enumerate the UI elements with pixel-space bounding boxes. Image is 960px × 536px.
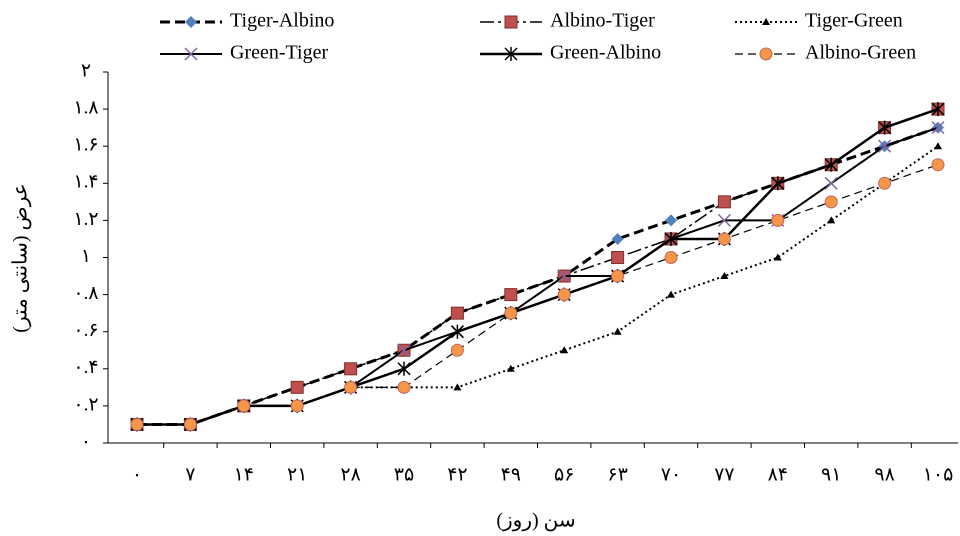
series-line [137,164,939,426]
marker [717,195,731,209]
x-tick-label: ۹۸ [874,464,894,485]
marker [931,102,945,117]
marker [878,176,892,190]
x-tick-label: ۰ [132,464,142,485]
y-tick-label: ۰.۲ [73,394,98,415]
marker [506,364,515,372]
marker [667,290,675,298]
x-tick-label: ۸۴ [768,464,788,485]
marker [878,139,892,153]
series-line [137,126,939,426]
legend-label: Tiger-Albino [230,10,334,32]
series-line [137,126,939,426]
marker [560,346,569,354]
y-tick-label: ۱.۲ [73,209,98,230]
marker [665,214,677,227]
marker [878,120,892,135]
series-line [137,107,939,426]
marker [453,383,462,391]
y-tick-label: ۰.۴ [73,357,98,378]
x-tick-label: ۱۰۵ [923,464,954,485]
series-line [137,108,939,426]
marker [771,213,785,227]
y-tick-label: ۱ [81,246,91,267]
marker [613,327,622,335]
marker [397,361,411,376]
y-tick-label: ۰.۸ [73,283,98,304]
marker [931,121,945,135]
marker [931,158,945,172]
marker [557,288,571,302]
marker [450,343,464,357]
marker [824,157,838,172]
marker [504,15,518,29]
marker [557,269,571,283]
marker [184,47,198,61]
marker [717,232,731,246]
x-tick-label: ۲۸ [340,464,360,485]
legend-label: Tiger-Green [805,10,903,32]
legend-label: Green-Tiger [230,42,328,64]
marker [397,380,411,394]
legend-label: Albino-Tiger [550,10,655,32]
marker [344,380,358,394]
marker [130,417,144,431]
marker [934,142,942,150]
marker [720,272,729,280]
marker [397,343,411,357]
marker [185,16,197,28]
legend-label: Albino-Green [805,42,916,64]
y-tick-label: ۰.۶ [73,320,98,341]
x-tick-label: ۲۱ [287,464,307,485]
y-tick-label: ۱.۴ [73,172,98,193]
marker [827,216,836,224]
marker [611,232,624,245]
marker [504,306,518,320]
marker [611,251,625,264]
marker [717,213,731,227]
legend-label: Green-Albino [550,42,661,64]
marker [664,251,678,264]
y-tick-label: ۲ [81,60,91,81]
x-tick-label: ۷ [185,464,195,485]
marker [664,231,678,246]
x-tick-label: ۴۲ [447,464,467,485]
x-tick-label: ۷۰ [661,464,681,485]
x-axis-label: سن (روز) [496,510,575,532]
marker [344,362,358,376]
y-tick-label: ۱.۸ [73,97,98,118]
marker [824,195,838,209]
y-axis-label: عرض (سانتی متر) [10,183,32,332]
x-tick-label: ۷۷ [714,464,734,485]
marker [611,269,625,283]
marker [504,47,518,61]
marker [450,306,464,320]
marker [450,324,464,339]
x-tick-label: ۳۵ [394,464,414,485]
marker [237,399,251,413]
x-tick-label: ۹۱ [821,464,841,485]
x-tick-label: ۵۶ [554,464,574,485]
marker [771,176,785,191]
marker [773,253,782,261]
marker [824,176,838,190]
marker [504,288,518,302]
y-tick-label: ۱.۶ [73,135,98,156]
marker [290,399,304,413]
marker [759,47,773,61]
x-tick-label: ۱۴ [234,464,254,485]
marker [290,380,304,394]
marker [762,18,770,25]
y-tick-label: ۰ [81,431,91,452]
marker [183,417,197,431]
x-tick-label: ۶۳ [607,464,627,485]
x-tick-label: ۴۹ [501,464,521,485]
